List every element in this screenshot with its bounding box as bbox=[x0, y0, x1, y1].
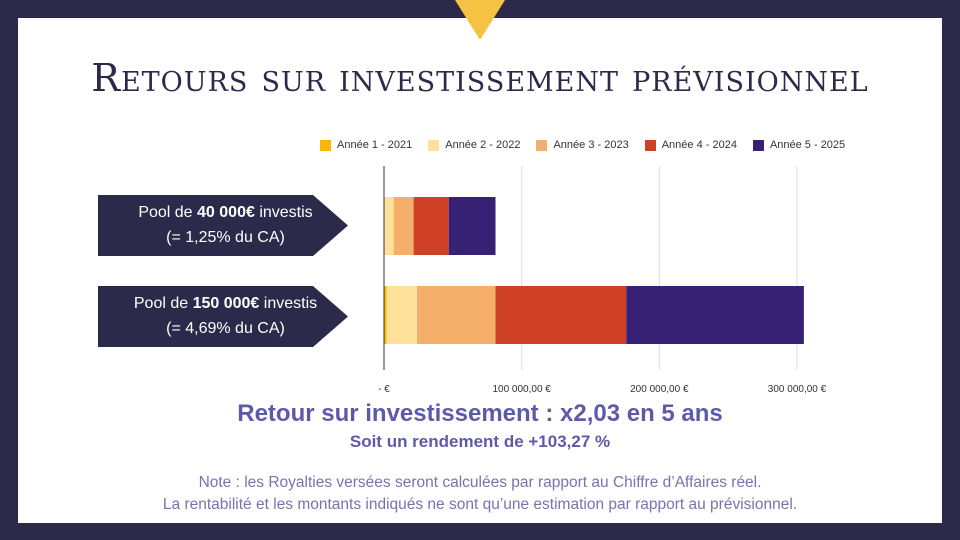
disclaimer-note: Note : les Royalties versées seront calc… bbox=[0, 472, 960, 517]
category-label-line1: Pool de 40 000€ investis bbox=[98, 201, 348, 226]
decorative-arrow bbox=[455, 0, 505, 40]
label-amount: 150 000€ bbox=[192, 294, 260, 312]
bar-segment bbox=[384, 286, 387, 344]
category-label-box: Pool de 40 000€ investis (= 1,25% du CA) bbox=[98, 195, 348, 256]
yield-subheadline: Soit un rendement de +103,27 % bbox=[349, 432, 611, 451]
note-line: Note : les Royalties versées seront calc… bbox=[198, 474, 762, 491]
legend-label: Année 1 - 2021 bbox=[337, 139, 413, 151]
page-title: Retours sur investissement prévisionnel bbox=[91, 56, 869, 100]
bar-segment bbox=[384, 197, 394, 255]
note-line: La rentabilité et les montants indiqués … bbox=[162, 496, 798, 514]
legend-item: Année 1 - 2021 bbox=[320, 139, 412, 151]
x-tick-label: 200 000,00 € bbox=[630, 384, 689, 395]
legend-swatch bbox=[752, 139, 764, 151]
x-tick-label: - € bbox=[378, 384, 390, 395]
bar-segment bbox=[393, 197, 414, 255]
category-label-line2: (= 4,69% du CA) bbox=[166, 319, 285, 337]
bar-segment bbox=[626, 286, 804, 344]
bar-segment bbox=[413, 197, 449, 255]
label-prefix: Pool de bbox=[138, 203, 198, 221]
x-tick-label: 100 000,00 € bbox=[492, 384, 551, 395]
legend-swatch bbox=[320, 139, 331, 151]
x-tick-label: 300 000,00 € bbox=[768, 384, 827, 395]
legend-item: Année 5 - 2025 bbox=[752, 139, 846, 151]
bar-segment bbox=[495, 286, 627, 344]
legend-swatch bbox=[428, 139, 440, 151]
legend-label: Année 2 - 2022 bbox=[445, 139, 521, 151]
legend-label: Année 3 - 2023 bbox=[553, 139, 629, 151]
category-label-box: Pool de 150 000€ investis (= 4,69% du CA… bbox=[98, 286, 348, 347]
label-suffix: investis bbox=[254, 203, 313, 221]
label-amount: 40 000€ bbox=[197, 203, 255, 221]
legend-swatch bbox=[644, 139, 656, 151]
label-suffix: investis bbox=[259, 294, 318, 312]
legend-item: Année 3 - 2023 bbox=[536, 139, 629, 151]
legend-swatch bbox=[536, 139, 548, 151]
legend-label: Année 4 - 2024 bbox=[661, 139, 737, 151]
bar-segment bbox=[448, 197, 496, 255]
legend-item: Année 4 - 2024 bbox=[644, 139, 737, 151]
legend-label: Année 5 - 2025 bbox=[769, 139, 846, 151]
roi-headline: Retour sur investissement : x2,03 en 5 a… bbox=[237, 400, 723, 427]
label-prefix: Pool de bbox=[133, 294, 193, 312]
bar-segment bbox=[417, 286, 496, 344]
category-label-line1: Pool de 150 000€ investis bbox=[98, 292, 348, 317]
bar-segment bbox=[386, 286, 418, 344]
category-label-line2: (= 1,25% du CA) bbox=[166, 228, 285, 246]
chart-legend: Année 1 - 2021 Année 2 - 2022 Année 3 - … bbox=[320, 139, 845, 151]
legend-item: Année 2 - 2022 bbox=[428, 139, 520, 151]
slide-card bbox=[18, 18, 942, 523]
